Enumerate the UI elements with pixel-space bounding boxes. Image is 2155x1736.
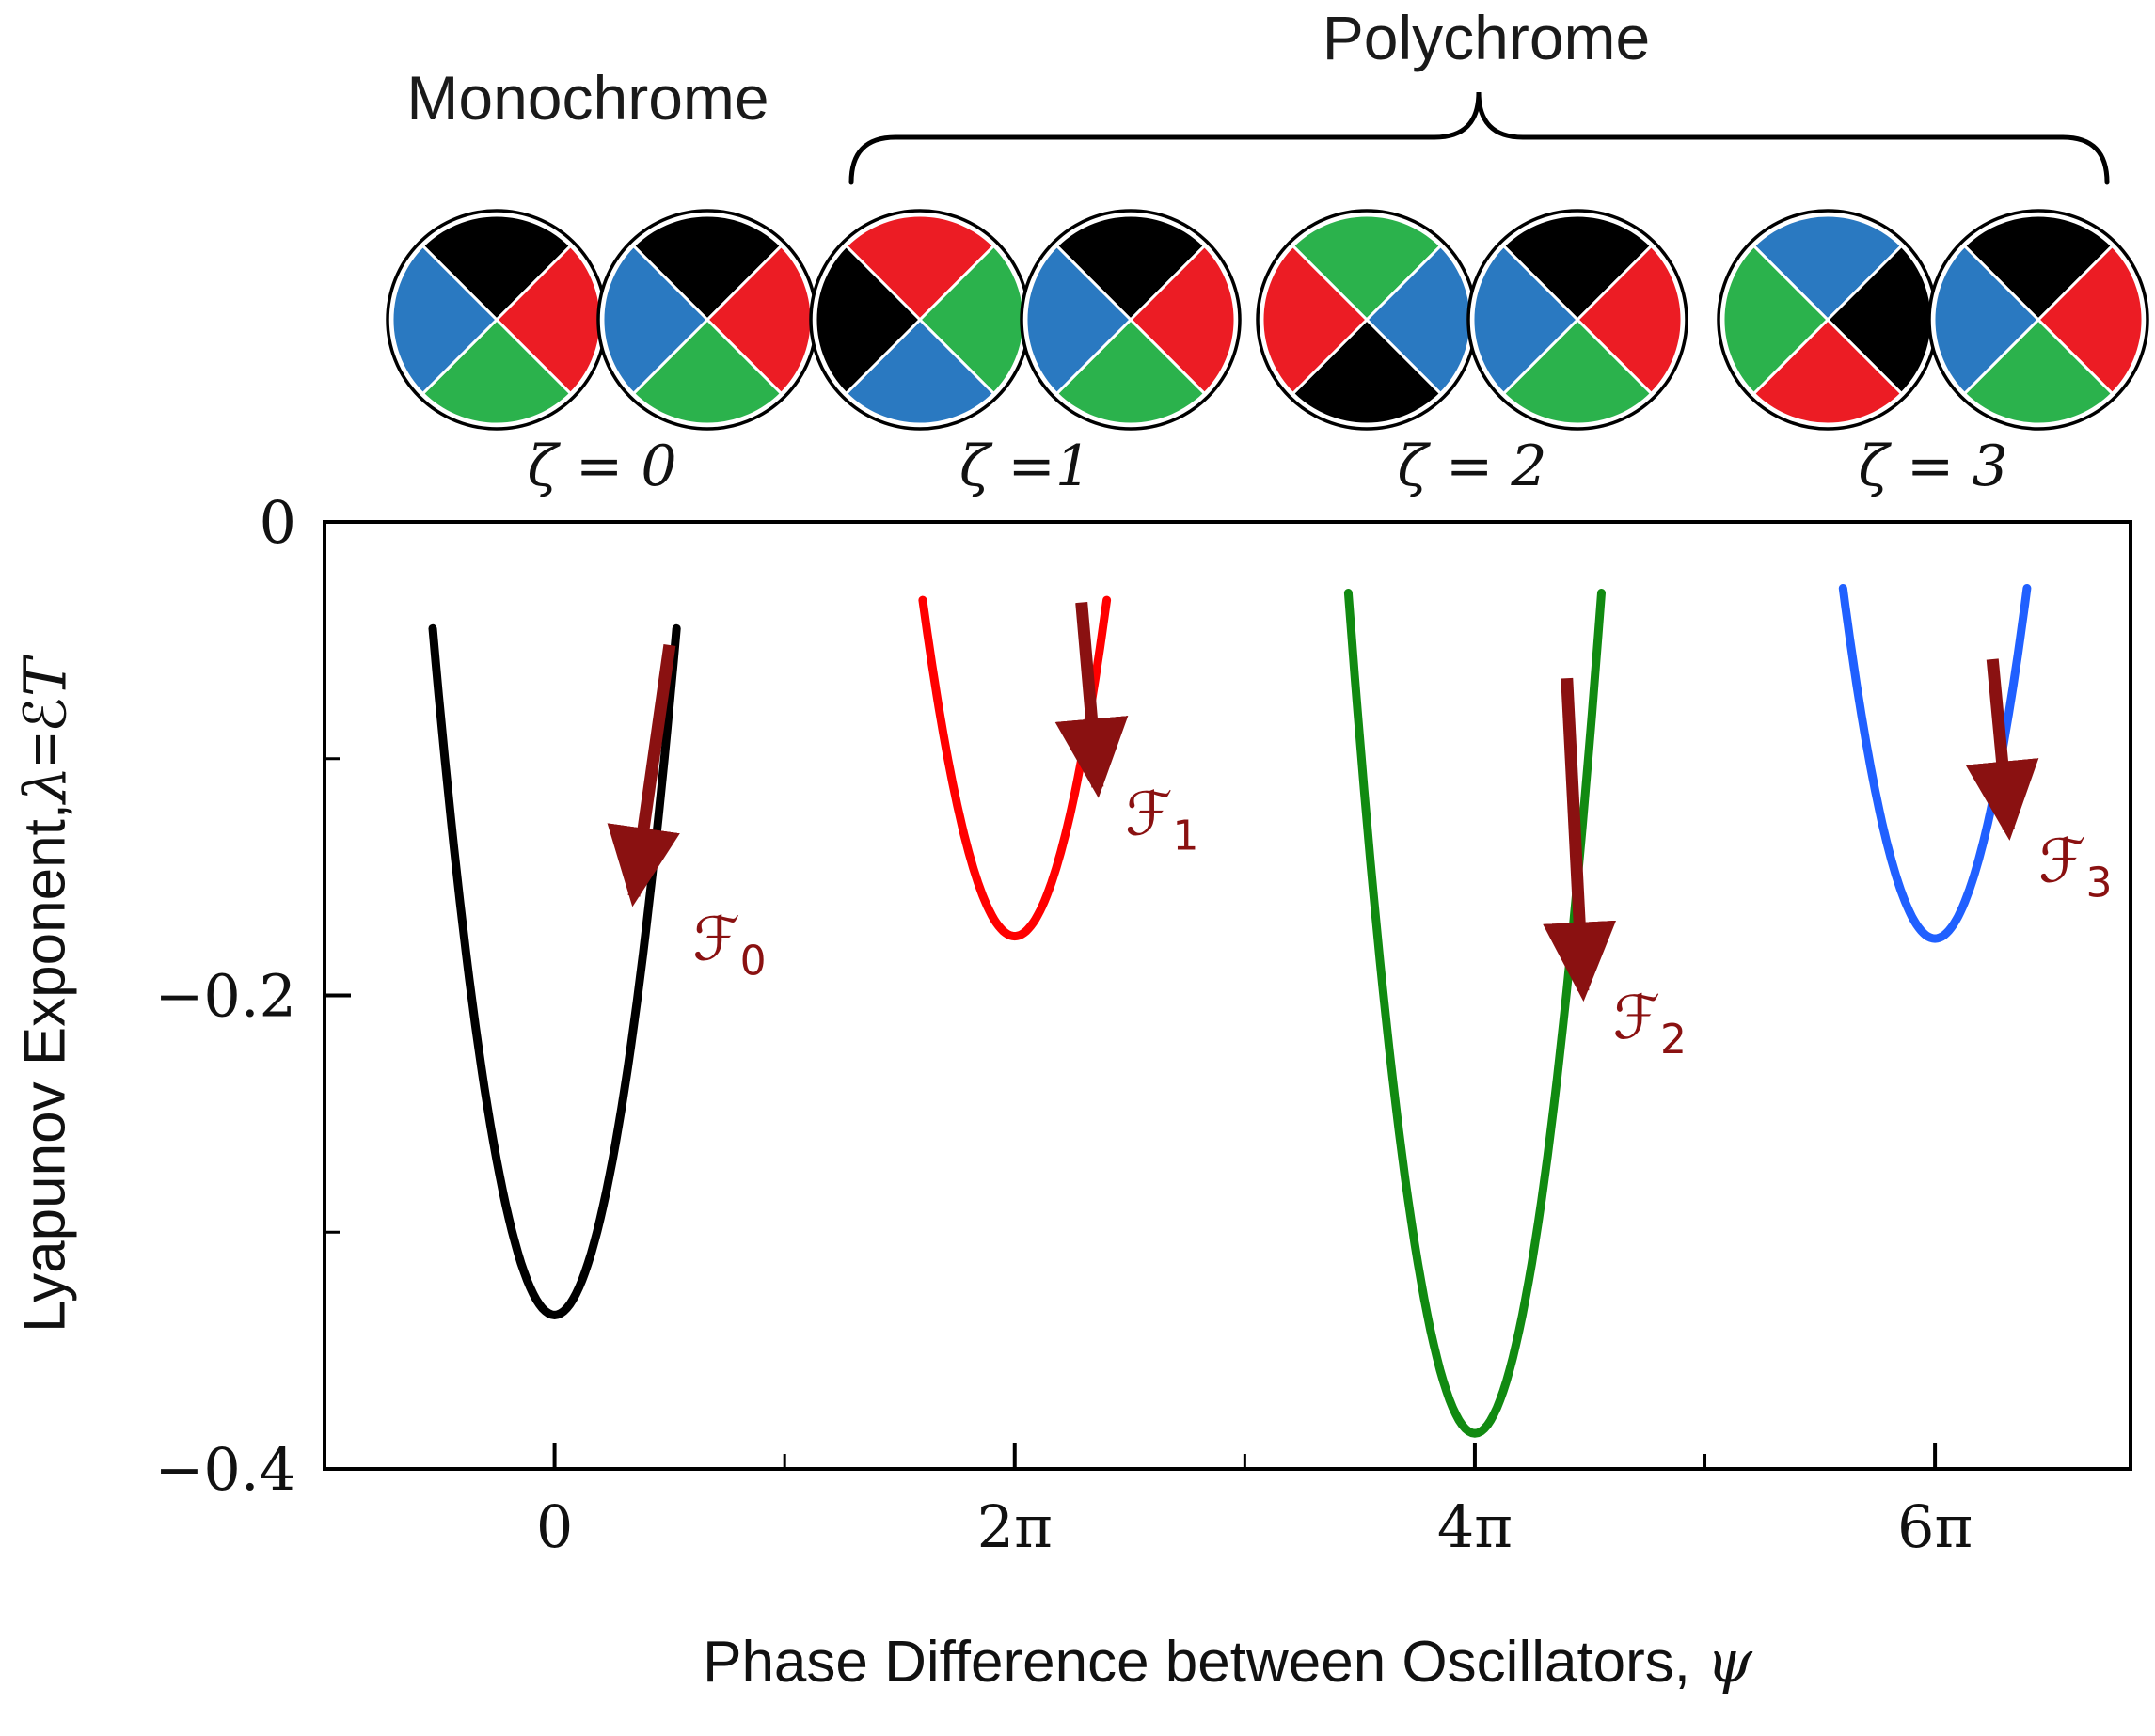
arrow-label-F1: ℱ1 [1125,780,1198,860]
zeta-label-1: ζ =1 [959,434,1091,499]
arrow-F1 [1054,602,1129,798]
arrow-F2 [1543,677,1617,1002]
wedge-blue [1024,244,1133,396]
wedge-green [1721,244,1830,396]
polychrome-label: Polychrome [1322,3,1651,72]
arrow-label-F0: ℱ0 [692,906,766,986]
wedge-black [1291,317,1443,426]
zeta-label-0: ζ = 0 [527,434,676,499]
x-axis-label: Phase Difference between Oscillators, ψ [325,1627,2131,1696]
wedge-blue [1751,213,1904,323]
wedge-green [1501,317,1654,426]
x-tick-label: 6π [1897,1492,1973,1561]
wedge-black [631,213,784,323]
oscillator-left [809,209,1031,431]
wedge-blue [1471,244,1580,396]
oscillator-outline [1466,209,1688,431]
wedge-blue [601,244,710,396]
x-tick-label: 0 [536,1492,573,1561]
oscillator-right [1927,209,2149,431]
oscillator-right [596,209,818,431]
curve-zeta-2 [1343,589,1606,1438]
psi-symbol: ψ [1706,1627,1752,1696]
wedge-red [2036,244,2145,396]
arrow-F3 [1965,658,2039,841]
oscillator-pair-0 [386,209,818,431]
equals-sign: = [12,732,78,766]
y-axis-label-text: Lyapunov Exponent, [12,803,78,1334]
lambda-symbol: λ [10,765,80,804]
wedge-green [1291,213,1443,323]
wedge-green [420,317,573,426]
wedge-black [1501,213,1654,323]
arrow-label-F2: ℱ2 [1613,984,1687,1064]
curve-zeta-1 [918,595,1112,941]
oscillator-right [1020,209,1242,431]
wedge-blue [1932,244,2041,396]
wedge-blue [844,317,996,426]
oscillator-right [1466,209,1688,431]
oscillator-left [1256,209,1478,431]
wedge-red [1575,244,1684,396]
y-tick-label: −0.4 [154,1435,296,1504]
oscillator-outline [1927,209,2149,431]
wedge-black [1962,213,2115,323]
oscillator-outline [1020,209,1242,431]
wedge-red [1260,244,1370,396]
oscillator-pair-3 [1717,209,2149,431]
oscillator-left [386,209,608,431]
oscillator-left [1717,209,1939,431]
wedge-green [631,317,784,426]
wedge-blue [390,244,499,396]
script-e-symbol: ℰ [10,697,80,733]
plot-box [323,520,2132,1471]
wedge-red [844,213,996,323]
arrow-label-F3: ℱ3 [2038,828,2112,907]
oscillator-pair-2 [1256,209,1688,431]
wedge-black [420,213,573,323]
wedge-red [1751,317,1904,426]
wedge-black [814,244,923,396]
zeta-label-3: ζ = 3 [1858,434,2007,499]
polychrome-brace [848,91,2110,185]
script-t-symbol: T [10,657,80,698]
wedge-black [1054,213,1207,323]
y-tick-label: −0.2 [154,962,296,1031]
wedge-green [1054,317,1207,426]
curve-zeta-0 [428,623,681,1319]
wedge-green [1962,317,2115,426]
arrow-F0 [607,643,680,907]
wedge-red [1128,244,1237,396]
zeta-label-2: ζ = 2 [1397,434,1546,499]
x-tick-label: 2π [977,1492,1053,1561]
x-axis-label-text: Phase Difference between Oscillators, [703,1630,1707,1695]
monochrome-label: Monochrome [406,63,769,133]
x-tick-label: 4π [1437,1492,1513,1561]
oscillator-pair-1 [809,209,1242,431]
y-tick-label: 0 [260,488,296,557]
